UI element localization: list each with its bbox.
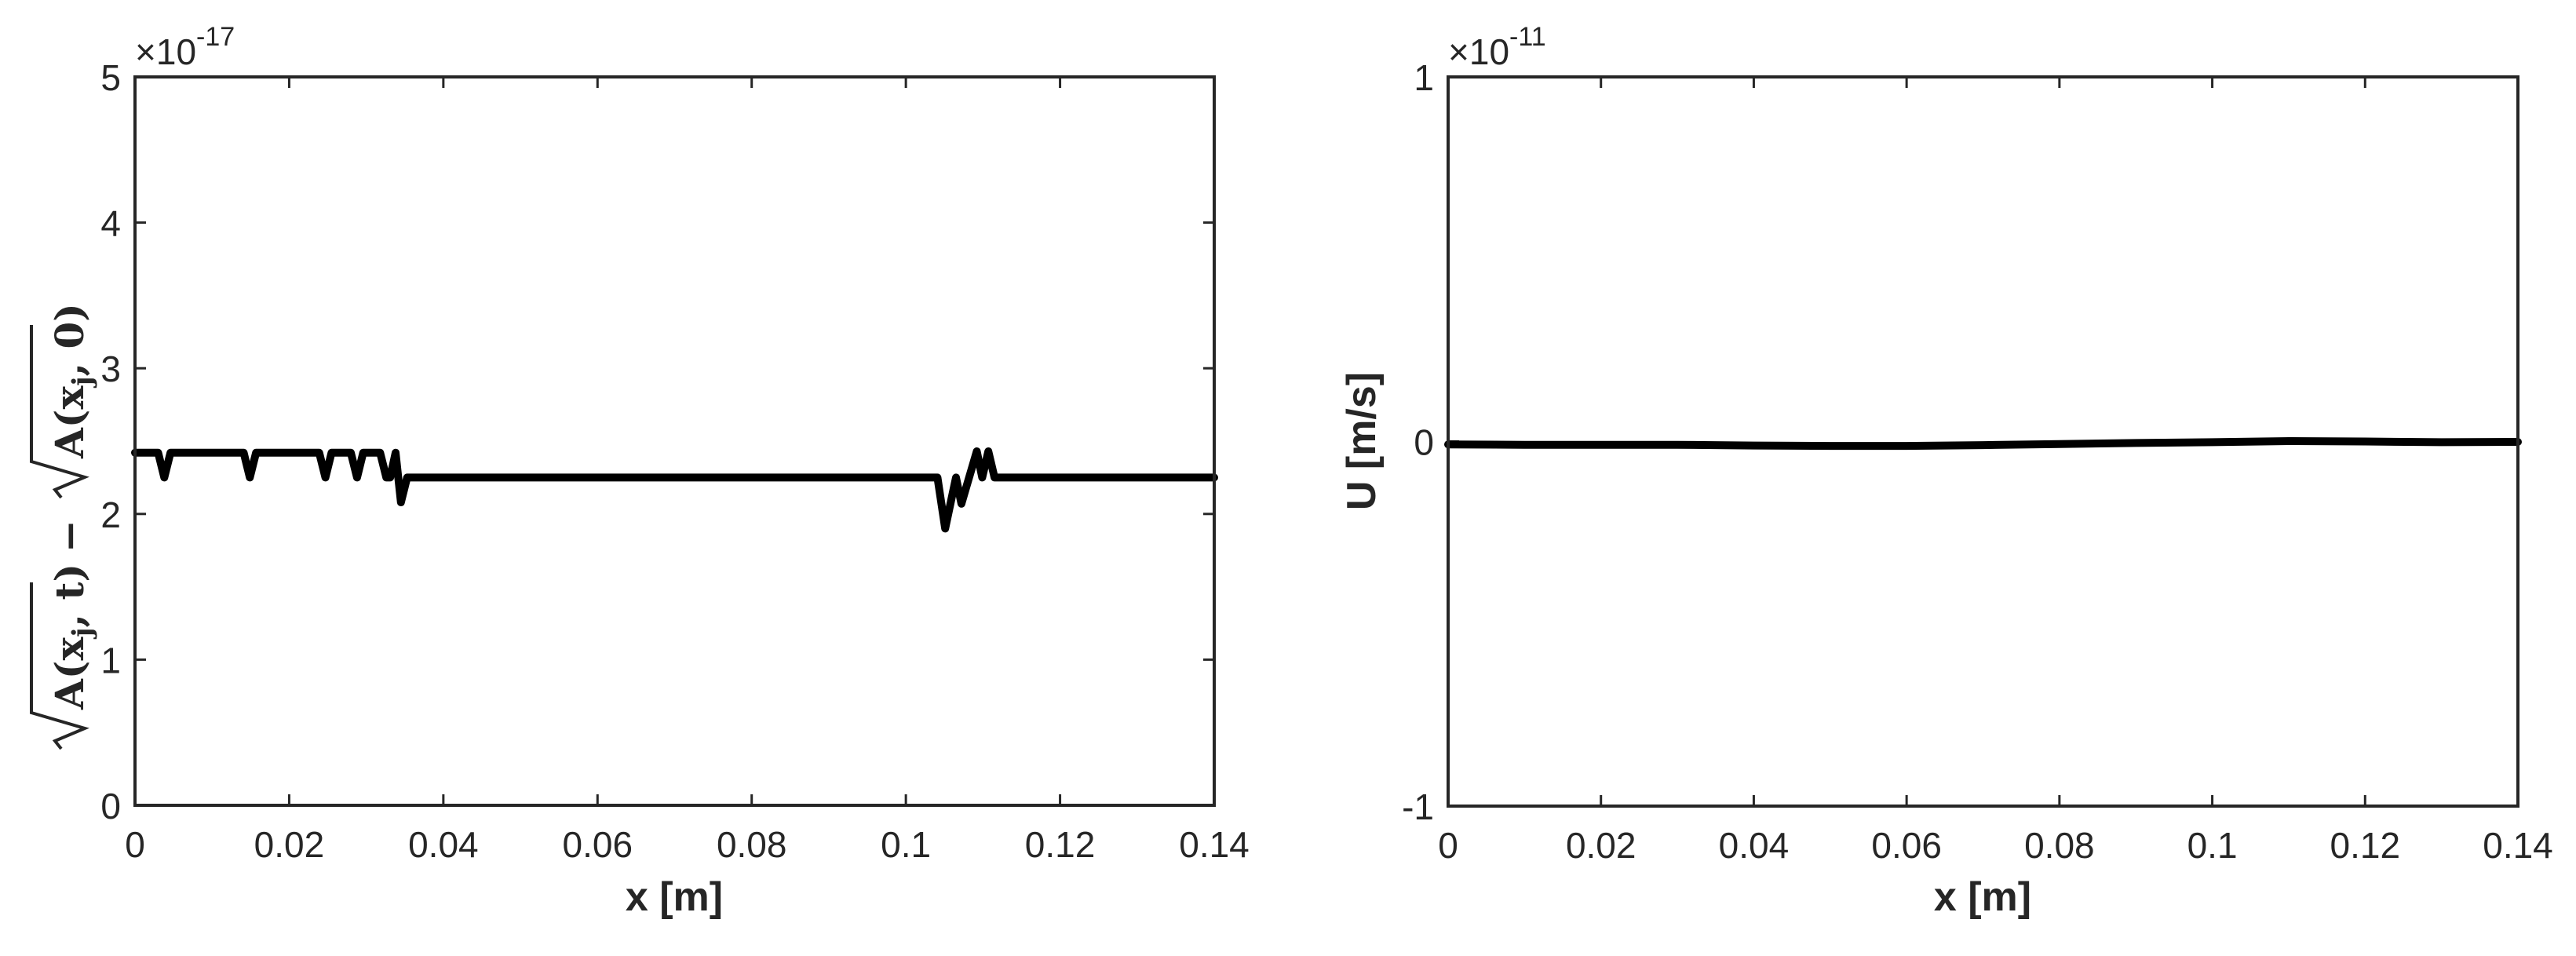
x-tick-label: 0.04	[1719, 825, 1790, 866]
left-axes: 0 0.02 0.04 0.06 0.08 0.1 0.12 0.14 0 1 2 3 4 5 ×10-1…	[30, 22, 1250, 920]
left-x-axis-label: x [m]	[626, 874, 723, 920]
right-x-axis-label: x [m]	[1934, 874, 2031, 920]
y-tick-label: 1	[1414, 57, 1434, 98]
x-tick-label: 0	[1438, 825, 1458, 866]
y-tick-label: 3	[100, 348, 121, 389]
left-y-exponent: ×10-17	[135, 22, 235, 72]
right-y-exponent: ×10-11	[1448, 22, 1546, 72]
x-tick-label: 0	[125, 824, 145, 865]
x-tick-label: 0.14	[2483, 825, 2553, 866]
radical-icon	[30, 582, 89, 750]
y-tick-label: 0	[100, 786, 121, 826]
x-tick-label: 0.14	[1179, 824, 1250, 865]
x-tick-label: 0.06	[563, 824, 633, 865]
left-axes-tick-labels: 0 0.02 0.04 0.06 0.08 0.1 0.12 0.14 0 1 2 3 4 5	[100, 57, 1249, 865]
right-axes-tick-labels: 0 0.02 0.04 0.06 0.08 0.1 0.12 0.14-101	[1402, 57, 2553, 866]
right-axes: 0 0.02 0.04 0.06 0.08 0.1 0.12 0.14-101 ×10-11 …	[1339, 22, 2553, 920]
x-tick-label: 0.12	[2330, 825, 2401, 866]
x-tick-label: 0.08	[2024, 825, 2095, 866]
svg-text:A(xj, 0): A(xj, 0)	[46, 303, 98, 459]
y-tick-label: 0	[1414, 422, 1434, 463]
x-tick-label: 0.02	[1566, 825, 1636, 866]
y-tick-label: 2	[100, 494, 121, 535]
left-series-line	[131, 447, 1218, 533]
y-tick-label: 1	[100, 640, 121, 681]
left-axes-frame	[133, 75, 1216, 807]
x-tick-label: 0.02	[254, 824, 325, 865]
x-tick-label: 0.1	[881, 824, 931, 865]
right-series-line	[1444, 437, 2522, 451]
right-y-axis-label: U [m/s]	[1339, 372, 1385, 510]
right-axes-frame	[1447, 75, 2519, 808]
x-tick-label: 0.12	[1025, 824, 1096, 865]
x-tick-label: 0.08	[717, 824, 787, 865]
x-tick-label: 0.1	[2187, 825, 2238, 866]
y-tick-label: 4	[100, 203, 121, 244]
radical-icon	[30, 325, 89, 499]
y-tick-label: 5	[100, 57, 121, 98]
left-y-axis-label: A(xj, t) − A(xj, 0)	[30, 303, 98, 750]
x-tick-label: 0.04	[408, 824, 479, 865]
x-tick-label: 0.06	[1871, 825, 1942, 866]
svg-text:A(xj, t): A(xj, t)	[46, 564, 98, 710]
y-tick-label: -1	[1402, 786, 1434, 827]
svg-text:−: −	[46, 520, 93, 553]
